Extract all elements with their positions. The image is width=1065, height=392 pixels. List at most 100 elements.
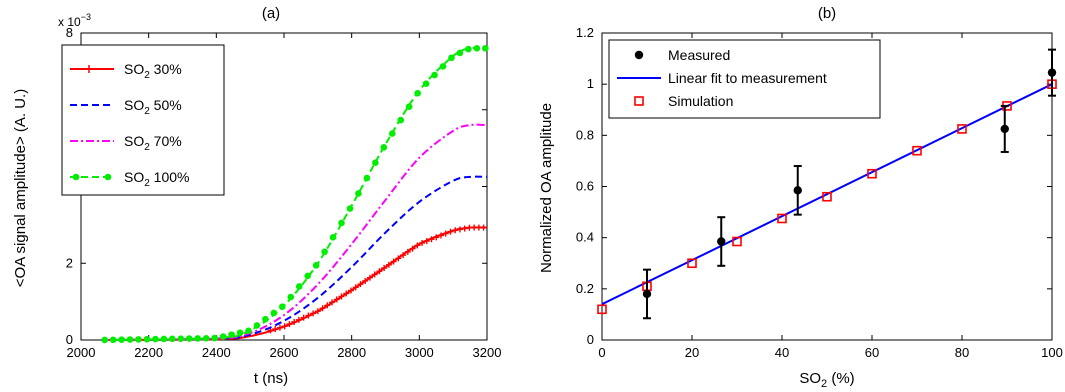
panel-b-legend-label: Measured [668, 47, 730, 63]
panel-a-marker-circle [126, 336, 134, 343]
panel-b-legend-marker [634, 50, 644, 60]
panel-a-marker-circle [482, 45, 489, 52]
panel-b-x-tick-label: 60 [865, 345, 879, 360]
panel-a-marker-circle [236, 329, 244, 337]
panel-a-x-tick-label: 2600 [270, 345, 299, 360]
panel-b-y-tick-label: 0.4 [576, 230, 594, 245]
panel-a-marker-circle [448, 54, 455, 62]
panel-b-simulation-point [777, 213, 787, 224]
panel-a-marker-circle [152, 335, 159, 343]
panel-a-marker-circle [101, 336, 108, 344]
panel-a-x-tick-label: 3000 [405, 345, 434, 360]
panel-a-y-axis-label: <OA signal amplitude> (A. U.) [12, 89, 29, 287]
panel-a-marker-circle [262, 315, 269, 323]
panel-a-marker-circle [287, 293, 295, 301]
panel-b-x-tick-label: 40 [775, 345, 789, 360]
panel-a-marker-circle [329, 234, 337, 241]
panel-a-marker-circle [321, 248, 328, 256]
panel-a-marker-circle [397, 116, 405, 124]
panel-a-marker-circle [304, 272, 311, 280]
panel-b-simulation-point [912, 145, 922, 156]
panel-a-legend-label: SO2 50% [124, 97, 182, 117]
panel-a-legend-label: SO2 30% [124, 61, 182, 81]
panel-a-marker-circle [228, 331, 235, 338]
panel-a-exponent: x 10−3 [58, 12, 91, 29]
panel-a-marker-circle [270, 309, 278, 317]
panel-b-legend-marker [634, 96, 644, 106]
panel-a-marker-circle [363, 174, 371, 182]
panel-b-y-tick-label: 1.2 [576, 25, 594, 40]
panel-b-simulation-point [597, 304, 607, 315]
panel-a-marker-circle [473, 45, 481, 52]
panel-a-x-tick-label: 2800 [337, 345, 366, 360]
panel-a-legend-marker [104, 173, 112, 181]
panel-b-y-tick-label: 0 [587, 332, 594, 347]
panel-b-y-tick-label: 0.8 [576, 127, 594, 142]
panel-a-marker-circle [465, 45, 472, 53]
panel-b-simulation-point [822, 191, 832, 202]
panel-a-marker-circle [456, 49, 464, 57]
panel-a-marker-circle [245, 327, 252, 335]
panel-a-marker-circle [355, 190, 362, 197]
panel-b-x-tick-label: 20 [685, 345, 699, 360]
panel-b-y-tick-label: 1 [587, 76, 594, 91]
panel-b-simulation-point [957, 124, 967, 134]
panel-a-marker-circle [253, 322, 261, 329]
panel-b-simulation-point [732, 236, 742, 247]
panel-a-marker-circle [295, 283, 303, 290]
panel-b-measured-point [642, 289, 652, 299]
panel-a-marker-circle [431, 71, 438, 79]
panel-b-x-tick-label: 80 [955, 345, 969, 360]
panel-a-marker-circle [405, 103, 413, 110]
panel-a-legend-marker [72, 173, 80, 181]
panel-b-measured-point [1000, 124, 1009, 134]
panel-b-x-tick-label: 100 [1041, 345, 1063, 360]
panel-a-marker-circle [380, 144, 388, 151]
panel-b-measured-point [1047, 68, 1057, 77]
panel-a-y-tick-label: 0 [66, 332, 73, 347]
panel-a-marker-circle [202, 334, 210, 342]
panel-b-simulation-point [687, 258, 697, 269]
panel-a-marker-circle [169, 335, 176, 343]
panel-b-y-axis-label: Normalized OA amplitude [538, 103, 555, 273]
panel-a-x-tick-label: 2200 [134, 345, 163, 360]
panel-a-marker-circle [211, 334, 218, 342]
panel-b: (b) 0 20 40 60 80 100 0 0.2 0.4 0.6 0.8 1 1.2 Measure… [538, 5, 1063, 390]
panel-b-x-tick-label: 0 [598, 345, 605, 360]
panel-a-marker-circle [219, 333, 227, 340]
panel-a-y-tick-label: 2 [66, 255, 73, 270]
panel-a-marker-circle [422, 80, 430, 87]
panel-a-x-tick-label: 3200 [473, 345, 502, 360]
panel-b-measured-point [793, 186, 802, 195]
panel-b-legend-label: Simulation [668, 93, 733, 109]
panel-a-plot-area: 200022002400260028003000320002468SO2 30%… [61, 25, 502, 360]
panel-b-plot-area: 0 20 40 60 80 100 0 0.2 0.4 0.6 0.8 1 1.2 Measured Lin… [576, 25, 1063, 360]
panel-a-marker-circle [118, 336, 125, 343]
panel-a-marker-circle [372, 159, 379, 167]
panel-a-marker-circle [143, 335, 151, 343]
panel-a-marker-circle [109, 336, 117, 344]
panel-b-label: (b) [818, 5, 836, 22]
panel-a: (a) x 10−3 2000 2200 2400 2600 2800 3000 3200 0… [12, 5, 501, 387]
panel-a-marker-circle [160, 335, 168, 343]
panel-b-y-tick-label: 0.6 [576, 179, 594, 194]
panel-b-legend-label: Linear fit to measurement [668, 70, 827, 86]
panel-a-x-tick-label: 2000 [67, 345, 96, 360]
panel-a-marker-circle [194, 335, 202, 342]
panel-a-marker-circle [177, 335, 185, 342]
panel-a-marker-circle [338, 219, 345, 227]
panel-a-marker-circle [439, 63, 447, 70]
panel-a-marker-circle [279, 303, 286, 311]
panel-b-x-axis-label: SO2 (%) [799, 370, 854, 390]
panel-a-marker-circle [388, 130, 396, 137]
panel-a-marker-circle [414, 89, 421, 97]
panel-b-fit-line [601, 83, 1053, 306]
panel-a-marker-circle [312, 262, 320, 269]
panel-b-measured-point [717, 237, 726, 246]
panel-a-x-axis-label: t (ns) [254, 370, 288, 387]
panel-a-label: (a) [262, 5, 280, 22]
panel-a-x-tick-label: 2400 [202, 345, 231, 360]
panel-b-simulation-point [867, 168, 877, 179]
panel-a-y-tick-label: 8 [66, 25, 73, 40]
